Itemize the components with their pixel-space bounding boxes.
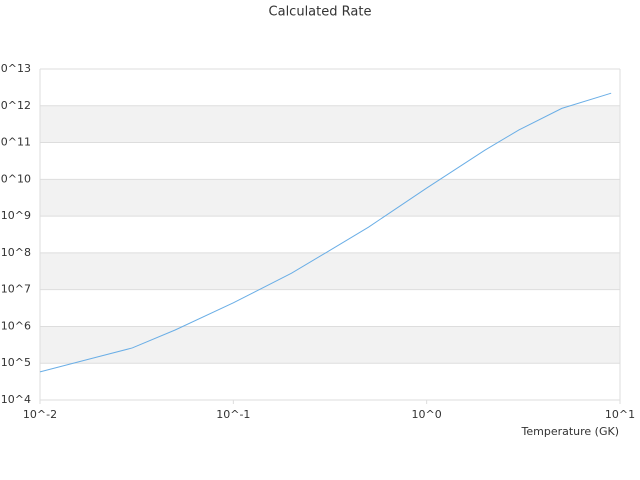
y-tick-label: 10^10	[0, 172, 31, 185]
y-tick-label: 10^11	[0, 136, 31, 149]
grid-band	[40, 252, 620, 290]
x-tick-label: 10^0	[412, 408, 442, 421]
data-line	[39, 92, 612, 373]
x-tick-label: 10^-1	[216, 408, 250, 421]
y-tick-label: 10^8	[1, 246, 31, 259]
x-tick-label: 10^1	[605, 408, 635, 421]
y-tick-label: 10^6	[1, 319, 31, 332]
y-tick-label: 10^13	[0, 62, 31, 75]
y-tick-label: 10^4	[1, 393, 31, 406]
y-tick-label: 10^12	[0, 99, 31, 112]
y-tick-label: 10^9	[1, 209, 31, 222]
y-tick-label: 10^5	[1, 356, 31, 369]
y-tick-label: 10^7	[1, 283, 31, 296]
grid-band	[40, 105, 620, 143]
grid-band	[40, 326, 620, 364]
grid-band	[40, 179, 620, 217]
plot-background	[40, 105, 620, 364]
x-tick-label: 10^-2	[23, 408, 57, 421]
x-axis-label: Temperature (GK)	[521, 425, 620, 438]
chart-title: Calculated Rate	[269, 5, 372, 20]
